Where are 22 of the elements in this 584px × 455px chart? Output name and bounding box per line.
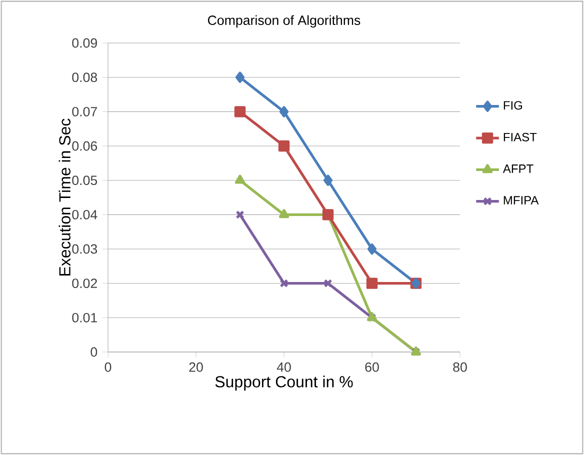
x-tick-label: 40 xyxy=(276,362,291,372)
y-tick-label: 0.01 xyxy=(72,312,97,322)
y-tick-label: 0.09 xyxy=(72,38,97,48)
y-tick-label: 0.04 xyxy=(72,210,98,220)
legend-label: AFPT xyxy=(502,164,534,173)
legend-label: FIG xyxy=(504,101,522,110)
y-tick-label: 0.05 xyxy=(72,176,98,186)
y-tick-label: 0.03 xyxy=(72,244,98,254)
x-axis-title: Support Count in % xyxy=(215,376,353,391)
x-tick-label: 0 xyxy=(104,362,112,372)
x-tick-label: 20 xyxy=(189,362,203,372)
y-axis-title: Execution Time in Sec xyxy=(58,118,70,276)
legend-label: FIAST xyxy=(504,132,537,142)
x-tick-label: 60 xyxy=(365,362,379,372)
y-tick-label: 0.07 xyxy=(72,106,97,116)
y-tick-label: 0.02 xyxy=(72,278,97,288)
x-tick-label: 80 xyxy=(453,362,467,372)
y-tick-label: 0.08 xyxy=(72,72,98,82)
legend-label: MFIPA xyxy=(504,196,539,204)
y-tick-label: 0 xyxy=(90,347,98,357)
chart-title: Comparison of Algorithms xyxy=(208,15,360,28)
y-tick-label: 0.06 xyxy=(72,141,98,151)
